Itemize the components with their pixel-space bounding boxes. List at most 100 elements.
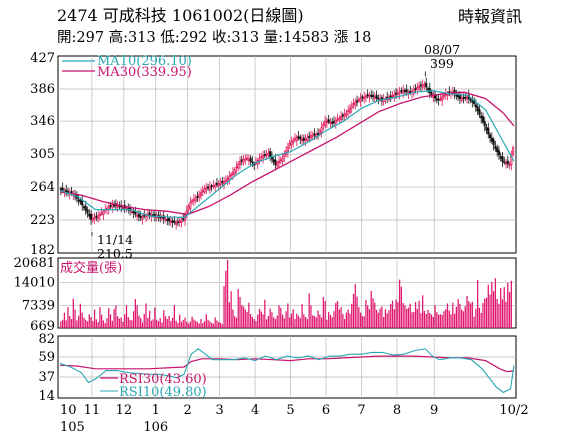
volume-bar: [156, 319, 158, 328]
candle-body: [61, 187, 64, 191]
candle-body: [442, 95, 445, 97]
volume-bar: [354, 284, 356, 328]
candle-body: [485, 126, 488, 131]
volume-bar: [498, 303, 500, 328]
volume-bar: [340, 307, 342, 328]
volume-bar: [368, 309, 371, 328]
x-tick-label: 3: [215, 403, 223, 418]
volume-bar: [170, 321, 172, 328]
volume-bar: [265, 319, 268, 328]
volume-bar: [132, 311, 135, 328]
volume-bar: [429, 312, 431, 328]
volume-bar: [228, 302, 231, 328]
price-grid: [58, 56, 516, 253]
volume-bar: [455, 306, 458, 328]
volume-bar: [446, 303, 449, 328]
volume-bar: [363, 316, 365, 328]
candle-body: [492, 139, 495, 146]
volume-bar: [320, 317, 323, 328]
volume-bar: [214, 317, 216, 328]
volume-bar: [72, 298, 74, 328]
candle-body: [201, 190, 204, 193]
ma10-legend-label: MA10(296.10): [97, 54, 192, 69]
candle-body: [203, 188, 206, 193]
x-tick-label: 11: [84, 403, 101, 418]
volume-bar: [453, 313, 456, 328]
candle-body: [191, 200, 194, 203]
candle-body: [343, 113, 346, 117]
candle-body: [171, 220, 174, 223]
candle-body: [173, 220, 176, 224]
candle-body: [267, 152, 270, 157]
volume-bar: [335, 303, 337, 328]
candle-body: [352, 103, 355, 106]
volume-bar: [507, 282, 509, 328]
candle-body: [497, 150, 500, 156]
volume-bar: [131, 320, 133, 328]
volume-bar: [274, 319, 277, 328]
candle-body: [460, 97, 463, 101]
volume-y-tick-labels: 20681 14010 7339 669: [14, 256, 55, 334]
volume-bar: [461, 309, 463, 328]
volume-bar: [404, 305, 406, 328]
volume-bar: [273, 317, 275, 328]
volume-bar: [239, 296, 241, 328]
x-axis-month-labels: 10 105 11 12 1 106 2 3 4 5 6 7 8 9 10/2: [60, 403, 529, 435]
candle-body: [318, 130, 321, 134]
volume-bar: [253, 319, 255, 328]
volume-bar: [116, 316, 119, 328]
candle-body: [501, 156, 504, 162]
candle-body: [419, 84, 422, 87]
candle-body: [338, 117, 341, 120]
volume-bar: [171, 317, 174, 328]
candle-body: [324, 120, 327, 126]
volume-bar: [489, 294, 491, 328]
candle-body: [116, 205, 119, 208]
candle-body: [260, 156, 263, 158]
x-tick-label: 9: [430, 403, 438, 418]
volume-bar: [510, 280, 512, 328]
candle-body: [240, 159, 243, 162]
volume-bar: [218, 322, 220, 328]
candle-body: [82, 206, 85, 209]
candle-body: [230, 174, 233, 177]
volume-bar: [492, 291, 495, 328]
candle-body: [414, 88, 417, 90]
volume-bar: [361, 316, 364, 328]
volume-bar: [237, 289, 239, 328]
volume-bar: [113, 309, 115, 328]
candle-body: [309, 135, 312, 139]
candle-body: [238, 160, 242, 165]
volume-bar: [221, 324, 223, 328]
candle-body: [425, 82, 428, 88]
volume-bar: [74, 309, 76, 328]
rsi-panel: 82 59 37 14 RSI30(43.60) RSI10(49.80): [38, 332, 517, 404]
volume-bar: [86, 321, 89, 328]
volume-bars: [60, 260, 512, 328]
volume-bar: [134, 299, 137, 328]
volume-bar: [115, 305, 117, 328]
y-tick-label: 223: [30, 213, 55, 228]
volume-bar: [485, 297, 488, 328]
y-tick-label: 346: [30, 114, 55, 129]
volume-frame: [57, 257, 517, 329]
volume-bar: [430, 314, 433, 328]
candle-body: [313, 133, 316, 136]
volume-bar: [216, 320, 218, 328]
candle-body: [288, 143, 291, 146]
volume-bar: [127, 317, 129, 328]
volume-bar: [90, 317, 92, 328]
candle-body: [89, 213, 93, 220]
candle-body: [81, 200, 84, 206]
volume-bar: [276, 315, 278, 328]
x-tick-label: 10: [60, 403, 77, 418]
candle-body: [205, 187, 208, 190]
y-tick-label: 669: [30, 319, 55, 334]
candle-body: [137, 213, 140, 217]
volume-bar: [317, 310, 319, 328]
volume-bar: [296, 313, 298, 328]
candle-body: [79, 199, 82, 203]
candle-body: [301, 139, 304, 142]
x-tick-label: 12: [116, 403, 133, 418]
volume-bar: [423, 310, 426, 328]
